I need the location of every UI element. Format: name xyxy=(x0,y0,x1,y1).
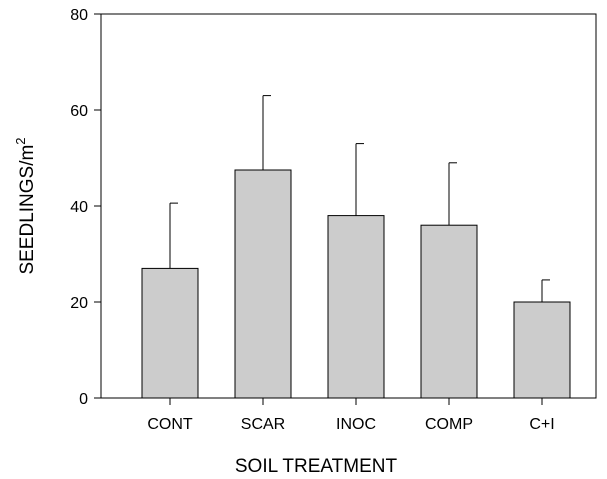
x-tick-label-comp: COMP xyxy=(425,416,473,433)
y-tick-label-60: 60 xyxy=(70,103,88,120)
y-axis-title: SEEDLINGS/m2 xyxy=(13,137,38,274)
x-tick-label-inoc: INOC xyxy=(336,416,376,433)
y-axis: 0 20 40 60 80 xyxy=(70,7,101,408)
x-tick-label-scar: SCAR xyxy=(241,416,285,433)
y-tick-label-40: 40 xyxy=(70,199,88,216)
x-tick-label-cont: CONT xyxy=(147,416,193,433)
x-axis: CONT SCAR INOC COMP C+I xyxy=(147,398,555,433)
bar-cont xyxy=(141,267,199,399)
y-axis-title-text: SEEDLINGS/m xyxy=(17,145,38,275)
bar-comp xyxy=(420,224,478,399)
bar-c-i xyxy=(513,301,571,399)
bars-group xyxy=(141,95,571,399)
y-tick-label-0: 0 xyxy=(79,391,88,408)
bar-scar xyxy=(234,169,292,399)
y-axis-title-superscript: 2 xyxy=(13,137,28,144)
y-tick-label-20: 20 xyxy=(70,295,88,312)
x-tick-label-c-i: C+I xyxy=(529,416,554,433)
x-axis-title: SOIL TREATMENT xyxy=(235,456,398,477)
bar-inoc xyxy=(327,215,385,399)
y-tick-label-80: 80 xyxy=(70,7,88,24)
